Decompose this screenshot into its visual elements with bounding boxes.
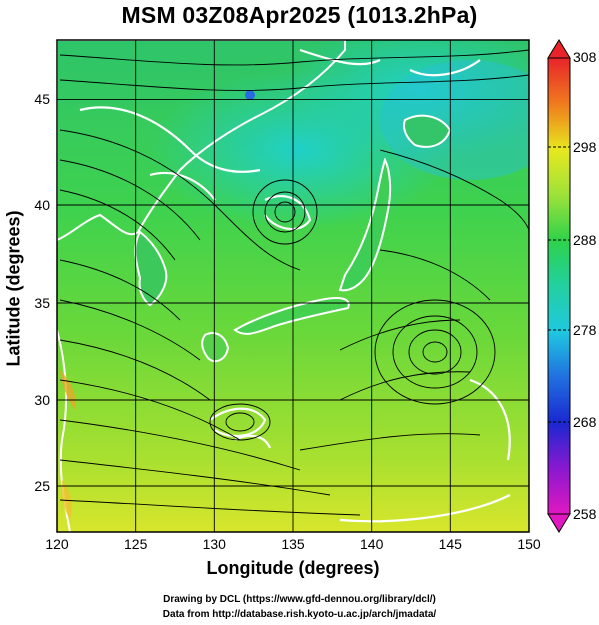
chart-title: MSM 03Z08Apr2025 (1013.2hPa)	[121, 2, 478, 28]
x-tick-label: 125	[124, 536, 148, 552]
credit-drawing: Drawing by DCL (https://www.gfd-dennou.o…	[163, 594, 436, 605]
colorbar-label: 288	[573, 232, 597, 248]
x-tick-label: 150	[517, 536, 541, 552]
map-grid	[57, 40, 529, 532]
colorbar-label: 268	[573, 414, 597, 430]
y-tick-label: 25	[34, 478, 50, 494]
x-tick-label: 120	[45, 536, 69, 552]
cool-region-northeast	[380, 60, 529, 180]
x-axis-label: Longitude (degrees)	[206, 558, 380, 578]
mainland-coastline	[57, 40, 346, 242]
temperature-contours	[79, 48, 511, 523]
y-tick-label: 40	[34, 197, 50, 213]
colorbar-label: 308	[573, 49, 597, 65]
x-tick-labels: 120 125 130 135 140 145 150	[45, 536, 541, 552]
honshu-landmass	[338, 157, 392, 292]
wind-streamlines	[59, 49, 529, 516]
credit-data-source: Data from http://database.rish.kyoto-u.a…	[162, 609, 437, 620]
x-tick-label: 130	[203, 536, 227, 552]
colorbar-label: 298	[573, 139, 597, 155]
y-tick-labels: 25 30 35 40 45	[34, 91, 50, 494]
colorbar-scale	[547, 57, 571, 515]
map-plot-area	[57, 40, 529, 532]
colorbar: 308 298 288 278 268 258	[547, 39, 597, 533]
hokkaido-landmass	[403, 114, 452, 148]
colorbar-top-arrow	[547, 39, 571, 59]
x-tick-label: 145	[439, 536, 463, 552]
kyushu-landmass	[201, 332, 230, 363]
colorbar-label: 258	[573, 506, 597, 522]
y-tick-label: 35	[34, 295, 50, 311]
korea-landmass	[134, 230, 168, 307]
western-japan-landmass	[233, 297, 350, 335]
cyclone-circulations	[209, 179, 496, 441]
colorbar-label: 278	[573, 322, 597, 338]
colorbar-ticks	[548, 146, 570, 423]
y-tick-label: 45	[34, 91, 50, 107]
x-tick-label: 140	[360, 536, 384, 552]
x-tick-label: 135	[281, 536, 305, 552]
colorbar-bottom-arrow	[547, 513, 571, 533]
y-tick-label: 30	[34, 392, 50, 408]
y-axis-label: Latitude (degrees)	[3, 210, 24, 367]
colorbar-labels: 308 298 288 278 268 258	[573, 49, 597, 522]
cold-spot	[245, 90, 255, 100]
plot-frame	[56, 39, 530, 533]
